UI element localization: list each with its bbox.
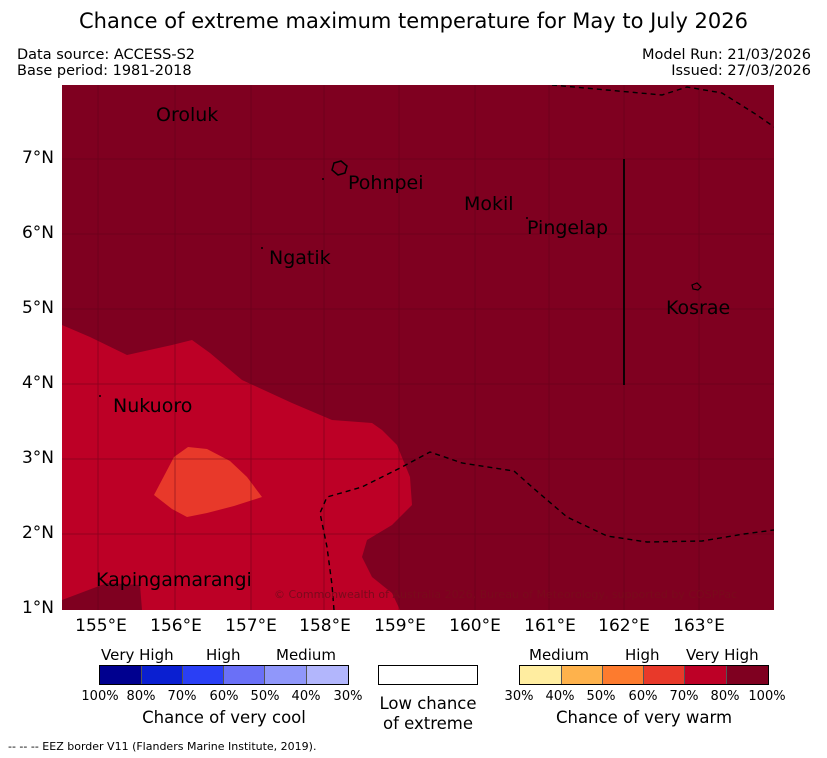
issued-date: Issued: 27/03/2026 xyxy=(671,63,811,79)
cool-level-medium: Medium xyxy=(276,646,336,664)
copyright-credit: © Commonwealth of Australia 2026, Bureau… xyxy=(274,588,738,601)
cool-level-high: High xyxy=(206,646,241,664)
cool-tick-80: 80% xyxy=(126,689,156,704)
high-warm-region xyxy=(62,325,412,610)
nukuoro-dot xyxy=(99,395,101,397)
cool-tick-60: 60% xyxy=(209,689,239,704)
cool-swatch-6 xyxy=(307,666,348,684)
warm-swatch-3 xyxy=(603,666,644,684)
warm-level-high: High xyxy=(625,646,660,664)
lon-label-160e: 160°E xyxy=(449,616,501,636)
model-run: Model Run: 21/03/2026 xyxy=(641,47,811,63)
ant-atoll-dot xyxy=(322,178,324,180)
warm-level-very-high: Very High xyxy=(686,646,759,664)
warm-tick-80: 80% xyxy=(710,689,740,704)
warm-tick-40: 40% xyxy=(545,689,575,704)
map-canvas xyxy=(62,85,774,610)
meta-left: Data source: ACCESS-S2 Base period: 1981… xyxy=(17,47,195,79)
warm-tick-60: 60% xyxy=(628,689,658,704)
pohnpei-island xyxy=(331,160,348,176)
cool-swatch-3 xyxy=(183,666,224,684)
label-mokil: Mokil xyxy=(464,193,514,215)
data-source: Data source: ACCESS-S2 xyxy=(17,47,196,63)
forecast-map: Oroluk Pohnpei Mokil Pingelap Ngatik Kos… xyxy=(62,85,774,610)
warm-swatch-2 xyxy=(562,666,603,684)
low-chance-caption: Low chance of extreme xyxy=(378,694,478,734)
lon-label-155e: 155°E xyxy=(75,616,127,636)
label-pohnpei: Pohnpei xyxy=(348,172,424,194)
warm-colorbar xyxy=(519,665,769,685)
label-kapingamarangi: Kapingamarangi xyxy=(96,569,252,591)
warm-swatch-5 xyxy=(685,666,727,684)
low-chance-line2: of extreme xyxy=(382,714,474,733)
warm-tick-30: 30% xyxy=(504,689,534,704)
lon-label-161e: 161°E xyxy=(524,616,576,636)
warm-caption: Chance of very warm xyxy=(555,708,733,727)
lon-label-156e: 156°E xyxy=(150,616,202,636)
cool-tick-100: 100% xyxy=(81,689,119,704)
medium-warm-region xyxy=(154,447,262,517)
lon-label-158e: 158°E xyxy=(299,616,351,636)
cool-swatch-1 xyxy=(100,666,142,684)
cool-swatch-5 xyxy=(265,666,307,684)
kosrae-island xyxy=(691,282,702,291)
low-chance-swatch xyxy=(378,665,478,685)
lon-label-163e: 163°E xyxy=(673,616,725,636)
lat-label-1n: 1°N xyxy=(21,598,54,618)
warm-tick-50: 50% xyxy=(586,689,616,704)
warm-tick-100: 100% xyxy=(748,689,786,704)
cool-tick-30: 30% xyxy=(333,689,363,704)
cool-swatch-2 xyxy=(142,666,183,684)
label-kosrae: Kosrae xyxy=(666,297,731,319)
base-period: Base period: 1981-2018 xyxy=(17,63,192,79)
lon-label-159e: 159°E xyxy=(374,616,426,636)
label-nukuoro: Nukuoro xyxy=(113,395,193,417)
cool-tick-50: 50% xyxy=(250,689,280,704)
ngatik-dot xyxy=(261,247,263,249)
cool-level-very-high: Very High xyxy=(101,646,174,664)
cool-swatch-4 xyxy=(224,666,265,684)
lat-label-2n: 2°N xyxy=(21,523,54,543)
map-title: Chance of extreme maximum temperature fo… xyxy=(78,9,748,33)
lat-label-7n: 7°N xyxy=(21,148,54,168)
warm-swatch-1 xyxy=(520,666,562,684)
warm-swatch-6 xyxy=(727,666,768,684)
low-chance-line1: Low chance xyxy=(379,694,477,713)
label-pingelap: Pingelap xyxy=(527,217,609,239)
cool-colorbar xyxy=(99,665,349,685)
lat-label-4n: 4°N xyxy=(21,373,54,393)
warm-swatch-4 xyxy=(644,666,685,684)
meta-right: Model Run: 21/03/2026 Issued: 27/03/2026 xyxy=(642,47,811,79)
cool-caption: Chance of very cool xyxy=(142,708,306,727)
lon-label-157e: 157°E xyxy=(225,616,277,636)
label-oroluk: Oroluk xyxy=(156,104,219,126)
eez-border xyxy=(319,85,774,610)
warm-level-medium: Medium xyxy=(529,646,589,664)
eez-footnote: -- -- -- EEZ border V11 (Flanders Marine… xyxy=(8,740,317,753)
warm-tick-70: 70% xyxy=(669,689,699,704)
cool-tick-40: 40% xyxy=(291,689,321,704)
lat-label-6n: 6°N xyxy=(21,223,54,243)
lat-label-3n: 3°N xyxy=(21,448,54,468)
label-ngatik: Ngatik xyxy=(269,247,331,269)
lon-label-162e: 162°E xyxy=(598,616,650,636)
pingelap-dot xyxy=(526,217,528,219)
cool-tick-70: 70% xyxy=(167,689,197,704)
lat-label-5n: 5°N xyxy=(21,298,54,318)
